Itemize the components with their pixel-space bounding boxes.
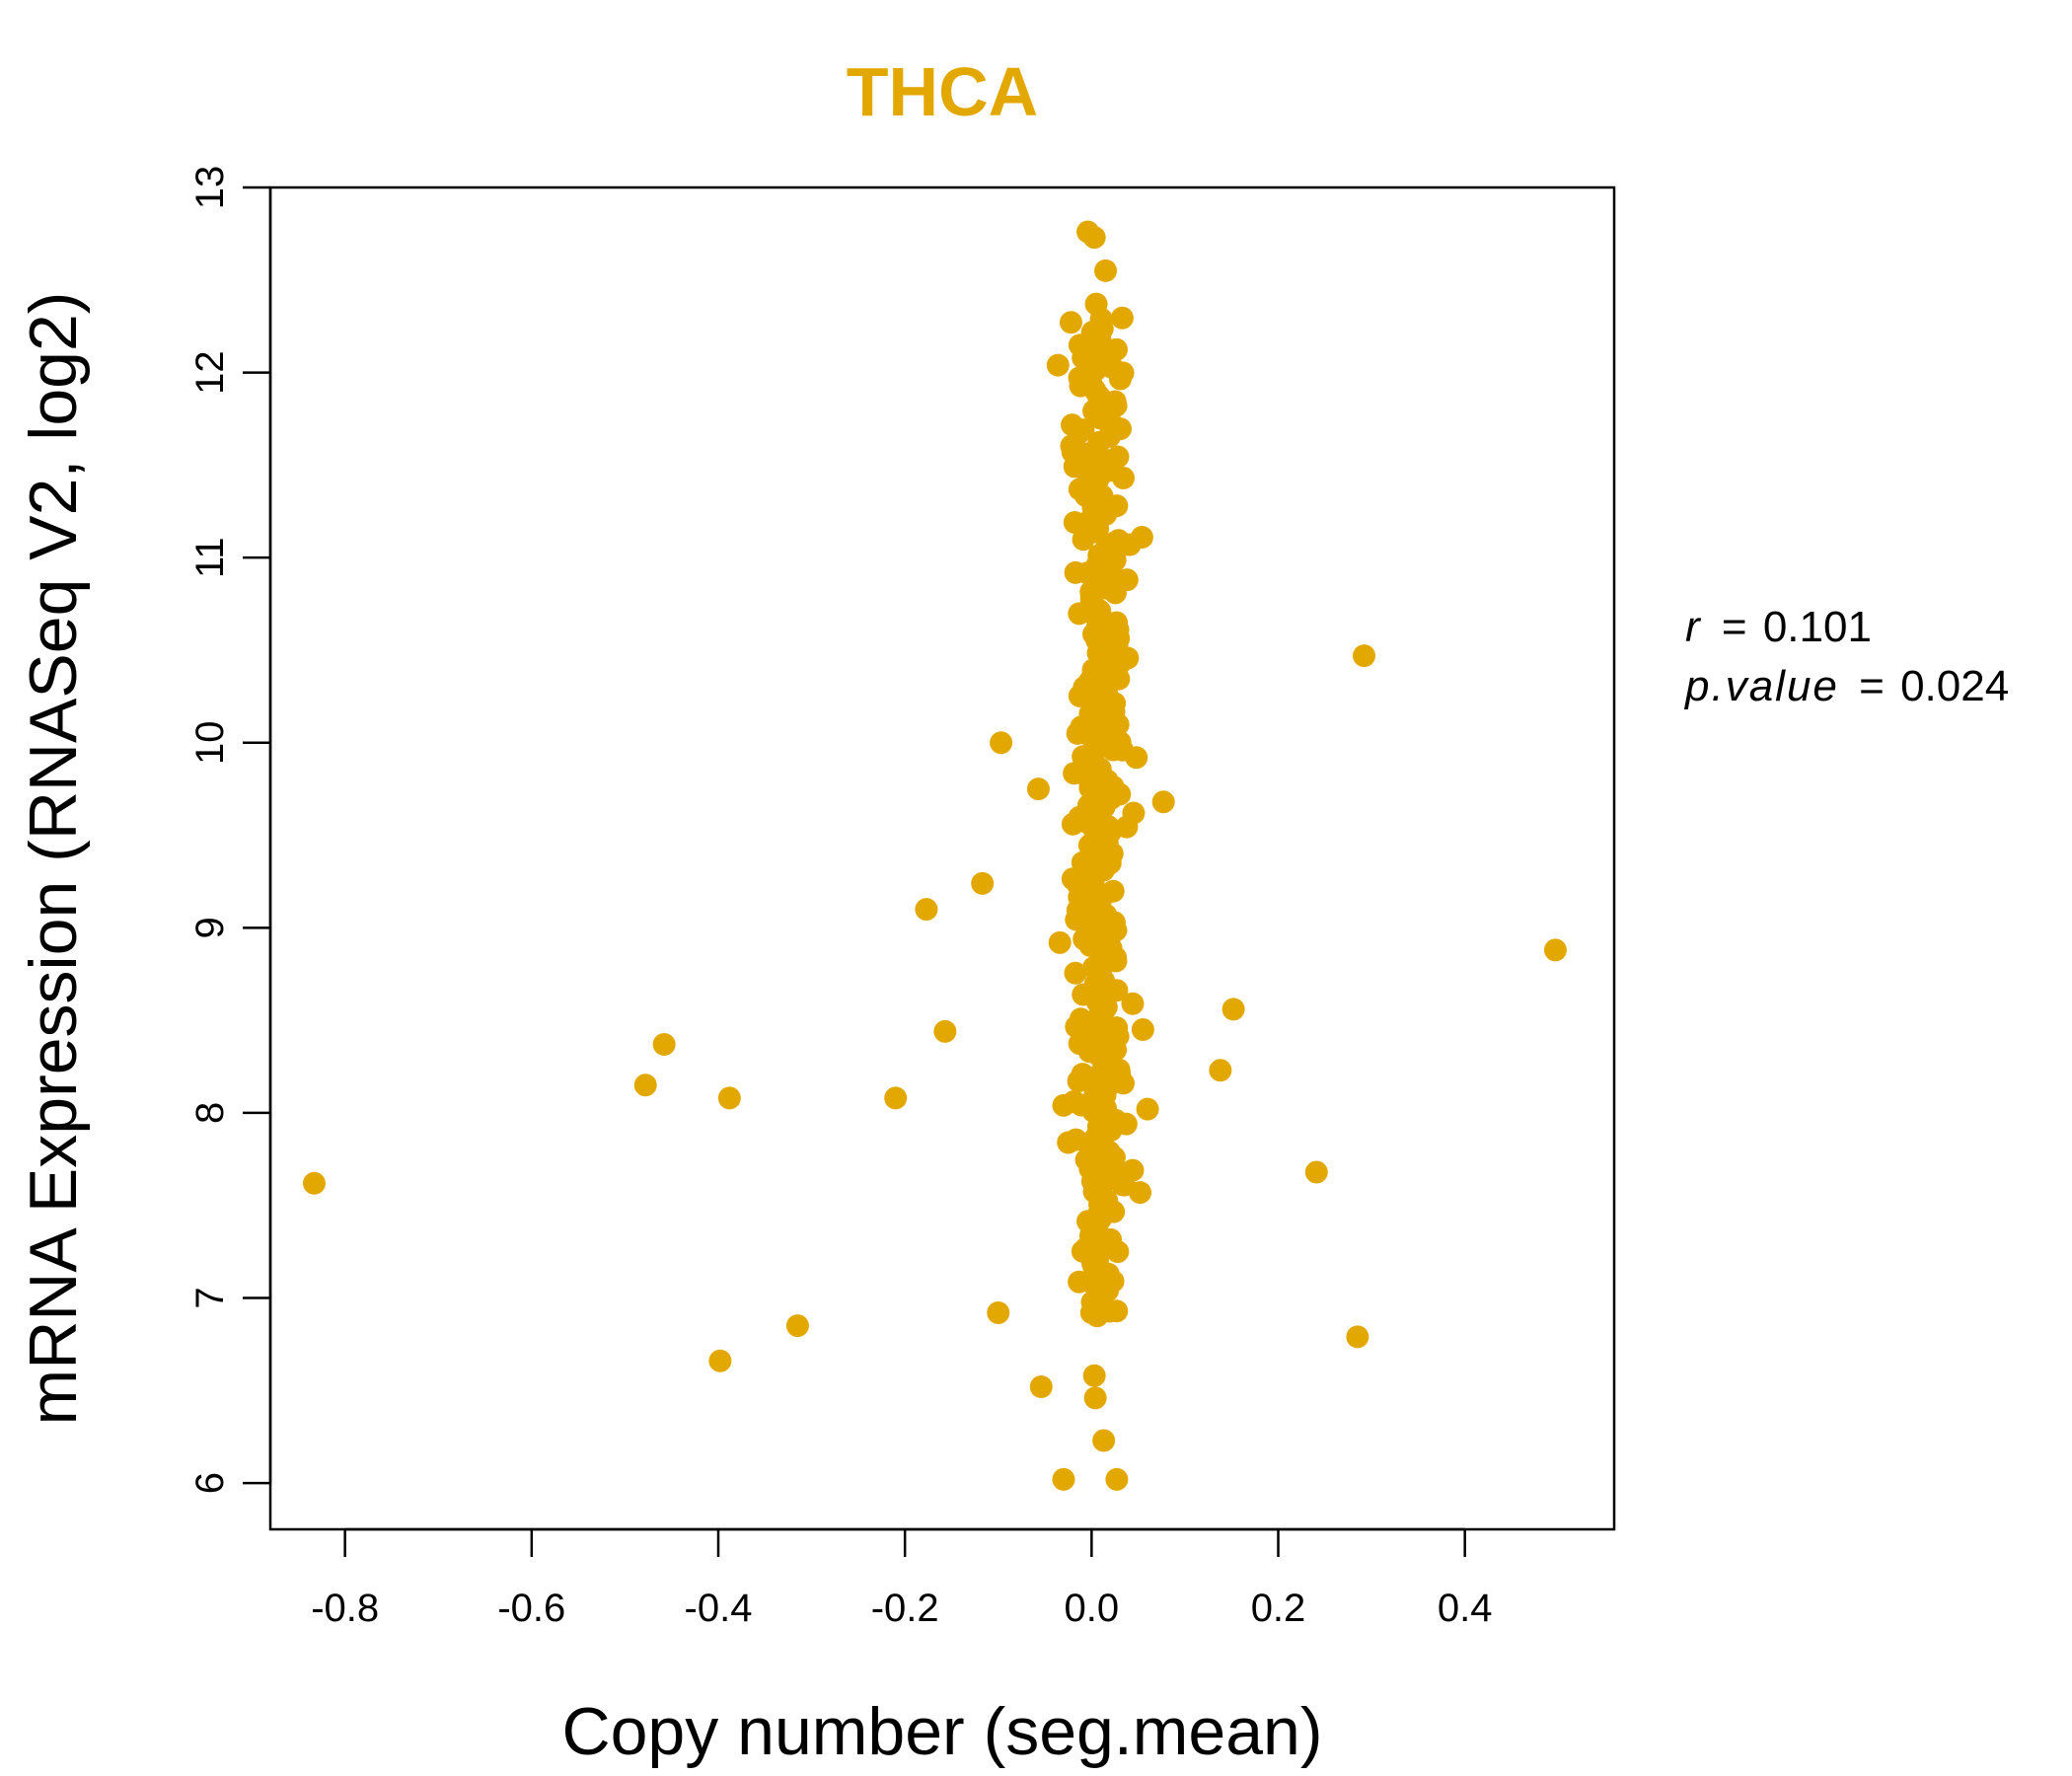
scatter-point (1543, 938, 1567, 962)
scatter-point (1048, 930, 1072, 954)
scatter-point (1068, 1270, 1091, 1294)
r-statistic: r = 0.101 (1685, 603, 1872, 651)
scatter-point (1106, 445, 1130, 469)
scatter-point (1114, 1112, 1138, 1136)
scatter-point (1221, 998, 1245, 1021)
scatter-point (1136, 1097, 1159, 1121)
scatter-point (1064, 961, 1087, 985)
y-tick-label: 13 (188, 166, 232, 210)
scatter-point (1069, 1010, 1092, 1034)
scatter-point (1101, 879, 1125, 903)
scatter-point (1066, 721, 1089, 745)
scatter-point (1209, 1059, 1232, 1082)
scatter-point (1068, 1032, 1091, 1056)
scatter-point (1059, 311, 1082, 334)
y-tick-label: 12 (188, 350, 232, 395)
scatter-point (1083, 1386, 1107, 1410)
scatter-point (1026, 777, 1050, 801)
scatter-point (1046, 353, 1070, 377)
scatter-point (933, 1019, 957, 1043)
scatter-point (1151, 790, 1175, 814)
scatter-point (1304, 1160, 1328, 1184)
p-label: p.value (1683, 662, 1839, 710)
scatter-point (1105, 1016, 1129, 1040)
y-tick-label: 8 (188, 1102, 232, 1124)
y-axis: 6 7 8 9 10 11 12 13 (188, 166, 272, 1494)
scatter-point (915, 898, 938, 922)
scatter-point (1061, 812, 1084, 836)
scatter-point (971, 871, 995, 895)
x-tick-label: -0.4 (685, 1587, 753, 1630)
scatter-point (717, 1086, 741, 1110)
scatter-point (1122, 801, 1146, 825)
scatter-point (1098, 851, 1122, 875)
x-tick-label: -0.6 (497, 1587, 565, 1630)
scatter-point (1101, 1270, 1125, 1294)
scatter-point (1084, 292, 1108, 316)
scatter-point (1131, 1018, 1154, 1042)
scatter-point (1346, 1325, 1369, 1349)
scatter-point (884, 1086, 908, 1110)
r-label: r (1685, 603, 1702, 651)
x-tick-label: 0.4 (1438, 1587, 1493, 1630)
scatter-point (1121, 992, 1145, 1015)
scatter-point (1092, 1429, 1116, 1452)
scatter-point (987, 1301, 1010, 1325)
scatter-point (1110, 306, 1134, 330)
x-axis: -0.8 -0.6 -0.4 -0.2 0.0 0.2 0.4 (311, 1527, 1493, 1630)
scatter-point (1082, 226, 1106, 250)
data-points (302, 220, 1567, 1491)
scatter-point (708, 1349, 732, 1372)
scatter-point (1106, 1240, 1130, 1264)
scatter-point (1118, 533, 1142, 556)
scatter-point (302, 1171, 326, 1195)
r-value: 0.101 (1763, 603, 1872, 651)
correlation-annotation: r = 0.101 p.value = 0.024 (1683, 603, 2009, 710)
scatter-point (1104, 337, 1128, 361)
scatter-point (1115, 568, 1139, 592)
chart-title: THCA (847, 53, 1038, 130)
scatter-point (1111, 467, 1135, 490)
scatter-point (1071, 1063, 1094, 1086)
y-tick-label: 7 (188, 1287, 232, 1308)
scatter-point (990, 731, 1013, 755)
x-tick-label: -0.2 (871, 1587, 939, 1630)
scatter-point (1029, 1375, 1053, 1399)
x-tick-label: 0.0 (1065, 1587, 1120, 1630)
x-axis-title: Copy number (seg.mean) (561, 1694, 1322, 1769)
scatter-point (652, 1033, 676, 1057)
x-tick-label: -0.8 (311, 1587, 379, 1630)
y-tick-label: 6 (188, 1472, 232, 1494)
scatter-point (1094, 259, 1118, 282)
scatter-point (1063, 511, 1086, 535)
scatter-point (1353, 644, 1376, 668)
y-tick-label: 10 (188, 721, 232, 766)
scatter-point (785, 1314, 809, 1338)
scatter-point (1108, 1063, 1132, 1086)
scatter-point (1064, 560, 1087, 584)
p-statistic: p.value = 0.024 (1683, 662, 2009, 710)
scatter-point (633, 1073, 657, 1097)
y-axis-title: mRNA Expression (RNASeq V2, log2) (16, 292, 91, 1426)
scatter-point (1052, 1467, 1075, 1491)
scatter-point (1082, 1364, 1106, 1387)
y-tick-label: 11 (188, 537, 232, 578)
y-tick-label: 9 (188, 917, 232, 938)
scatter-point (1101, 731, 1125, 755)
scatter-point (1052, 1093, 1075, 1117)
scatter-point (1057, 1131, 1080, 1154)
scatter-point (1105, 1467, 1129, 1491)
scatter-point (1105, 494, 1129, 518)
plot-frame (268, 185, 1616, 1531)
scatter-point (1112, 1173, 1136, 1197)
scatter-point (1061, 413, 1084, 437)
p-value: 0.024 (1900, 662, 2009, 710)
scatter-point (1079, 1301, 1103, 1325)
x-tick-label: 0.2 (1251, 1587, 1306, 1630)
